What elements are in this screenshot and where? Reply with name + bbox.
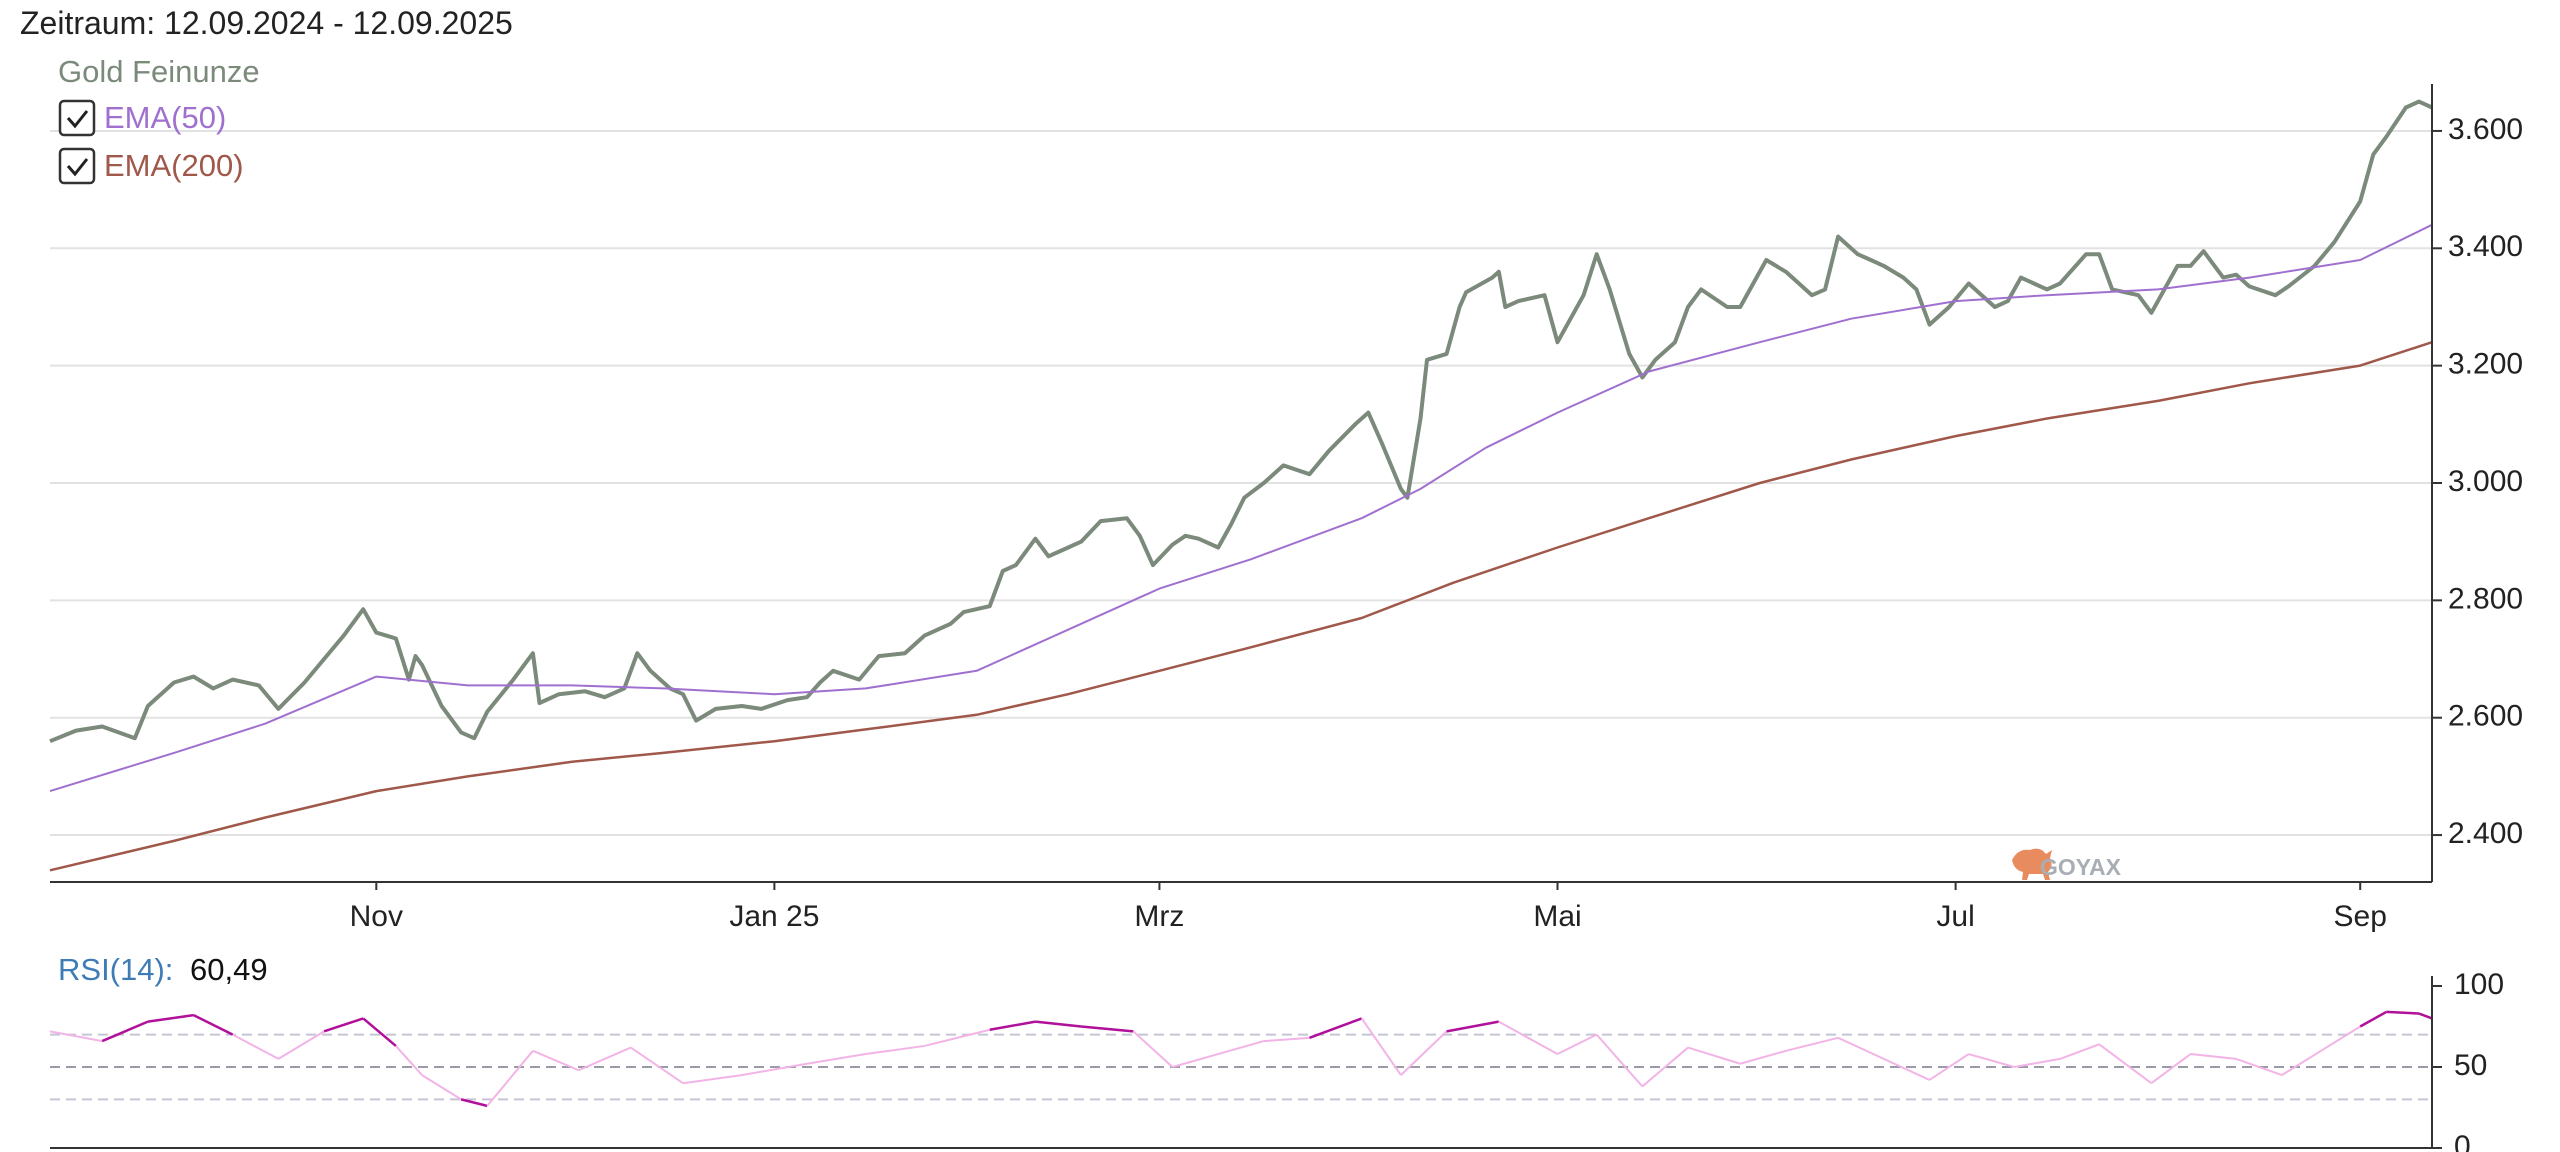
check-icon [66, 110, 89, 129]
rsi-segment [1837, 1036, 1885, 1060]
y-tick-label: 3.000 [2448, 465, 2523, 498]
rsi-segment [323, 1017, 364, 1033]
period-label: Zeitraum: 12.09.2024 - 12.09.2025 [20, 5, 513, 41]
watermark-text: GOYAX [2040, 854, 2122, 880]
x-tick-label: Mrz [1134, 900, 1184, 933]
legend-ema50-checkbox[interactable] [58, 99, 96, 137]
rsi-segment [1883, 1057, 1930, 1081]
rsi-segment [232, 1033, 279, 1060]
rsi-segment [1968, 1053, 2015, 1068]
watermark: GOYAX [2012, 848, 2122, 880]
rsi-segment [1309, 1017, 1363, 1040]
rsi-segment [1446, 1020, 1500, 1033]
price-line [49, 99, 2433, 744]
tick-labels: 2.400 2.600 2.800 3.000 3.200 3.400 3.600 Nov Ja… [350, 113, 2523, 1152]
rsi-segment [460, 1098, 488, 1108]
axes [50, 84, 2442, 1149]
rsi-segment [1498, 1020, 1558, 1055]
rsi-segment [49, 1030, 103, 1043]
rsi-segment [147, 1013, 194, 1023]
rsi-segment [578, 1046, 632, 1072]
rsi-segment [630, 1046, 684, 1085]
rsi-segment [1360, 1017, 1402, 1076]
y-tick-label: 3.400 [2448, 230, 2523, 263]
main-series [49, 99, 2433, 872]
rsi-y-tick-label: 0 [2454, 1130, 2471, 1152]
rsi-segment [532, 1049, 579, 1072]
rsi-segment [2098, 1043, 2152, 1085]
rsi-segment [989, 1020, 1036, 1031]
rsi-segment [2190, 1053, 2237, 1060]
legend-ema200-checkbox[interactable] [58, 147, 96, 185]
rsi-segment [1172, 1053, 1219, 1068]
legend-ema200-label: EMA(200) [104, 148, 244, 183]
rsi-segment [277, 1030, 325, 1060]
y-tick-label: 3.200 [2448, 348, 2523, 381]
rsi-segment [1217, 1040, 1265, 1056]
rsi-segment [1132, 1030, 1174, 1068]
rsi-segment [1641, 1046, 1689, 1088]
y-tick-label: 3.600 [2448, 113, 2523, 146]
x-tick-label: Sep [2334, 900, 2387, 933]
rsi-segment [865, 1044, 925, 1056]
legend-ema50-label: EMA(50) [104, 100, 226, 135]
rsi-segment [1035, 1020, 1082, 1028]
rsi-segment [101, 1020, 149, 1043]
rsi-segment [1263, 1036, 1310, 1043]
rsi-segment [1785, 1036, 1839, 1052]
rsi-label: RSI(14): 60,49 [58, 952, 268, 987]
rsi-series [49, 1010, 2433, 1108]
rsi-segment [2320, 1025, 2361, 1052]
rsi-segment [362, 1017, 397, 1047]
x-tick-label: Jul [1936, 900, 1974, 933]
rsi-segment [2359, 1010, 2387, 1028]
y-tick-label: 2.800 [2448, 582, 2523, 615]
rsi-segment [486, 1050, 534, 1107]
y-tick-label: 2.600 [2448, 700, 2523, 733]
rsi-segment [2418, 1012, 2433, 1020]
rsi-segment [2059, 1043, 2100, 1060]
rsi-segment [2281, 1049, 2322, 1076]
rsi-segment [924, 1028, 990, 1047]
rsi-segment [1400, 1030, 1448, 1076]
rsi-segment [1928, 1053, 1970, 1081]
rsi-segment [741, 1062, 808, 1077]
rsi-segment [421, 1074, 462, 1101]
check-icon [66, 158, 89, 177]
x-tick-label: Mai [1533, 900, 1581, 933]
rsi-segment [806, 1053, 866, 1065]
main-grid [50, 129, 2432, 837]
rsi-segment [1557, 1033, 1598, 1055]
rsi-segment [2014, 1057, 2061, 1068]
ema50-line [49, 223, 2433, 793]
rsi-segment [1595, 1033, 1644, 1088]
goyax-bull-icon [2012, 848, 2052, 880]
rsi-segment [1739, 1049, 1787, 1065]
legend-main-label: Gold Feinunze [58, 54, 260, 89]
rsi-segment [2150, 1053, 2192, 1085]
rsi-name: RSI(14): [58, 952, 173, 987]
y-tick-label: 2.400 [2448, 817, 2523, 850]
x-tick-label: Jan 25 [729, 900, 819, 933]
rsi-segment [2235, 1057, 2283, 1077]
rsi-y-tick-label: 50 [2454, 1049, 2487, 1082]
rsi-segment [395, 1045, 423, 1076]
ema200-line [49, 341, 2433, 872]
x-tick-label: Nov [350, 900, 403, 933]
rsi-segment [1687, 1046, 1741, 1065]
rsi-y-tick-label: 100 [2454, 968, 2504, 1001]
rsi-segment [2386, 1010, 2420, 1015]
rsi-segment [1080, 1025, 1134, 1033]
rsi-segment [193, 1014, 234, 1036]
rsi-reference-lines [50, 1033, 2432, 1101]
rsi-segment [682, 1074, 742, 1085]
rsi-value: 60,49 [190, 952, 268, 987]
